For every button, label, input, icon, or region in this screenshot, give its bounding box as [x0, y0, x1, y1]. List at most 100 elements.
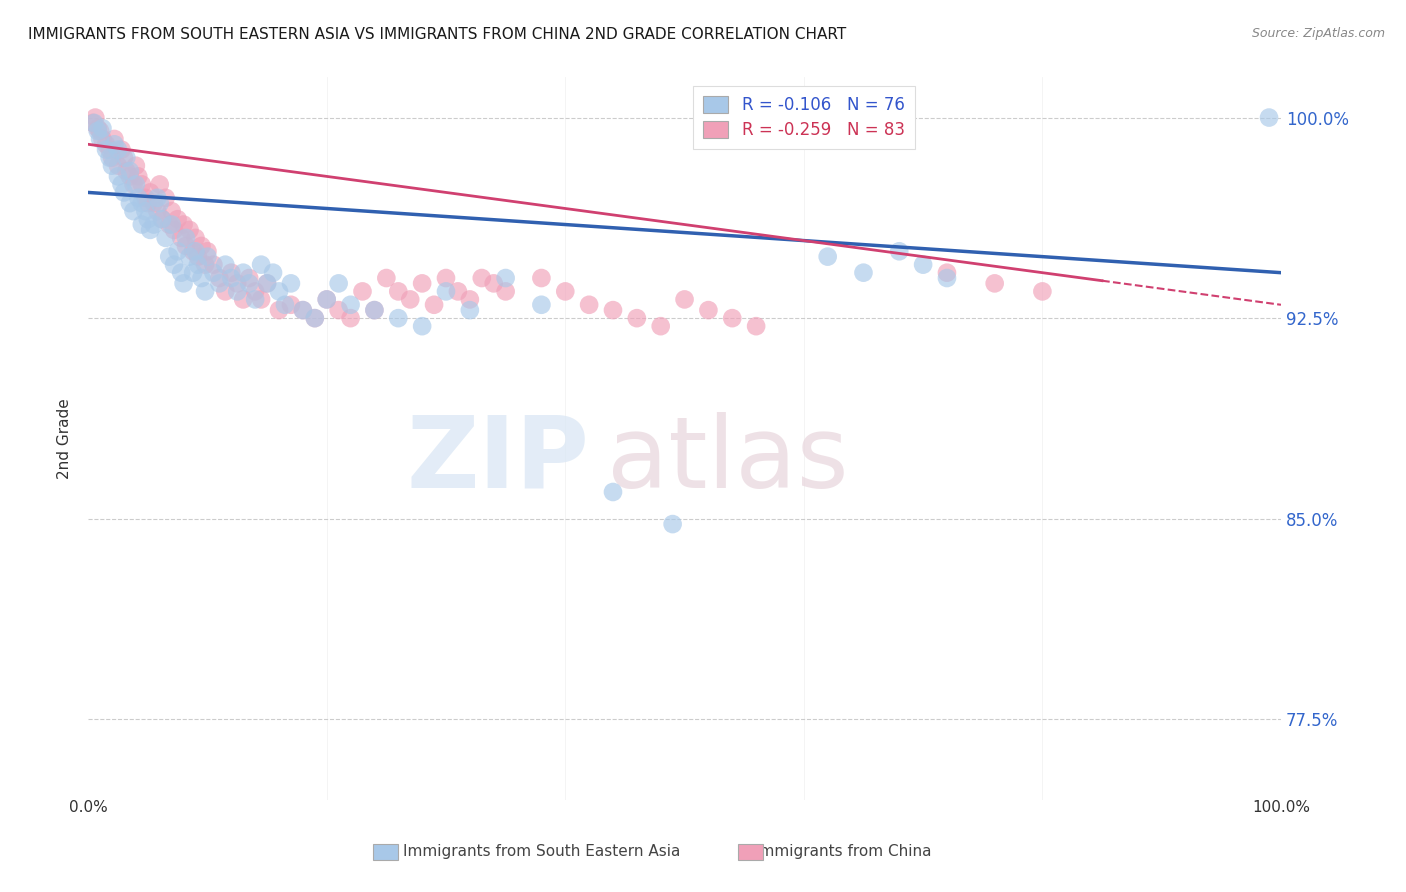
Point: [146, 204, 169, 219]
Point: [304, 311, 326, 326]
Point: [936, 271, 959, 285]
Point: [238, 271, 260, 285]
Point: [131, 218, 153, 232]
Point: [1031, 285, 1053, 299]
Point: [280, 298, 302, 312]
Point: [267, 303, 290, 318]
Point: [122, 204, 145, 219]
Point: [170, 266, 193, 280]
Point: [101, 151, 124, 165]
Point: [139, 186, 162, 200]
Text: Immigrants from South Eastern Asia: Immigrants from South Eastern Asia: [402, 845, 681, 859]
Point: [650, 319, 672, 334]
Point: [110, 143, 132, 157]
Point: [190, 271, 212, 285]
Point: [745, 319, 768, 334]
Point: [179, 223, 201, 237]
Point: [173, 218, 195, 232]
Point: [530, 271, 553, 285]
Point: [166, 212, 188, 227]
Point: [94, 143, 117, 157]
Point: [155, 191, 177, 205]
Point: [187, 250, 209, 264]
Point: [458, 303, 481, 318]
Point: [208, 271, 231, 285]
Point: [202, 258, 225, 272]
Point: [157, 250, 180, 264]
Point: [112, 186, 135, 200]
Point: [136, 196, 159, 211]
Point: [115, 151, 138, 165]
Point: [339, 298, 361, 312]
Point: [122, 178, 145, 192]
Point: [83, 116, 105, 130]
Point: [411, 319, 433, 334]
Point: [187, 258, 209, 272]
Point: [118, 169, 141, 184]
Point: [912, 258, 935, 272]
Point: [89, 132, 111, 146]
Point: [82, 116, 104, 130]
Legend: R = -0.106   N = 76, R = -0.259   N = 83: R = -0.106 N = 76, R = -0.259 N = 83: [693, 86, 915, 149]
Point: [202, 266, 225, 280]
Point: [262, 266, 284, 280]
Point: [134, 191, 156, 205]
Point: [173, 277, 195, 291]
Point: [280, 277, 302, 291]
Point: [131, 196, 153, 211]
Point: [139, 223, 162, 237]
Point: [84, 111, 107, 125]
Point: [697, 303, 720, 318]
Point: [150, 212, 173, 227]
Point: [142, 218, 165, 232]
Text: Immigrants from China: Immigrants from China: [755, 845, 932, 859]
Point: [221, 271, 243, 285]
Point: [157, 218, 180, 232]
Point: [363, 303, 385, 318]
Point: [86, 124, 108, 138]
Y-axis label: 2nd Grade: 2nd Grade: [58, 398, 72, 479]
Point: [136, 212, 159, 227]
Text: Source: ZipAtlas.com: Source: ZipAtlas.com: [1251, 27, 1385, 40]
Point: [250, 258, 273, 272]
Point: [363, 303, 385, 318]
Point: [184, 244, 207, 259]
Text: 100.0%: 100.0%: [1251, 799, 1310, 814]
Point: [94, 137, 117, 152]
Point: [98, 143, 121, 157]
Point: [146, 191, 169, 205]
Point: [817, 250, 839, 264]
Point: [328, 277, 350, 291]
Text: ZIP: ZIP: [406, 412, 589, 508]
Text: IMMIGRANTS FROM SOUTH EASTERN ASIA VS IMMIGRANTS FROM CHINA 2ND GRADE CORRELATIO: IMMIGRANTS FROM SOUTH EASTERN ASIA VS IM…: [28, 27, 846, 42]
Point: [602, 485, 624, 500]
Point: [214, 258, 236, 272]
Point: [107, 159, 129, 173]
Point: [602, 303, 624, 318]
Point: [194, 258, 217, 272]
Point: [91, 121, 114, 136]
Point: [889, 244, 911, 259]
Point: [328, 303, 350, 318]
Point: [578, 298, 600, 312]
Point: [184, 231, 207, 245]
Point: [243, 293, 266, 307]
Point: [458, 293, 481, 307]
Point: [127, 169, 149, 184]
Point: [495, 285, 517, 299]
Point: [447, 285, 470, 299]
Point: [174, 231, 197, 245]
Point: [291, 303, 314, 318]
Point: [170, 231, 193, 245]
Point: [274, 298, 297, 312]
Point: [243, 285, 266, 299]
Point: [160, 204, 183, 219]
Point: [471, 271, 494, 285]
Point: [134, 204, 156, 219]
Point: [160, 218, 183, 232]
Text: 0.0%: 0.0%: [69, 799, 107, 814]
Point: [181, 244, 204, 259]
Point: [375, 271, 398, 285]
Point: [127, 191, 149, 205]
Point: [304, 311, 326, 326]
